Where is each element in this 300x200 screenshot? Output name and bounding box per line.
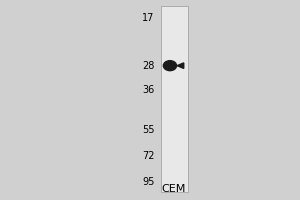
Text: 72: 72 (142, 151, 155, 161)
Text: 28: 28 (142, 61, 154, 71)
Bar (160, 6, 188, 192)
Text: 36: 36 (142, 85, 154, 95)
Text: CEM: CEM (162, 184, 186, 194)
Text: 17: 17 (142, 13, 154, 23)
Text: 95: 95 (142, 177, 154, 187)
Text: 55: 55 (142, 125, 155, 135)
Ellipse shape (163, 61, 176, 71)
Polygon shape (177, 63, 184, 68)
